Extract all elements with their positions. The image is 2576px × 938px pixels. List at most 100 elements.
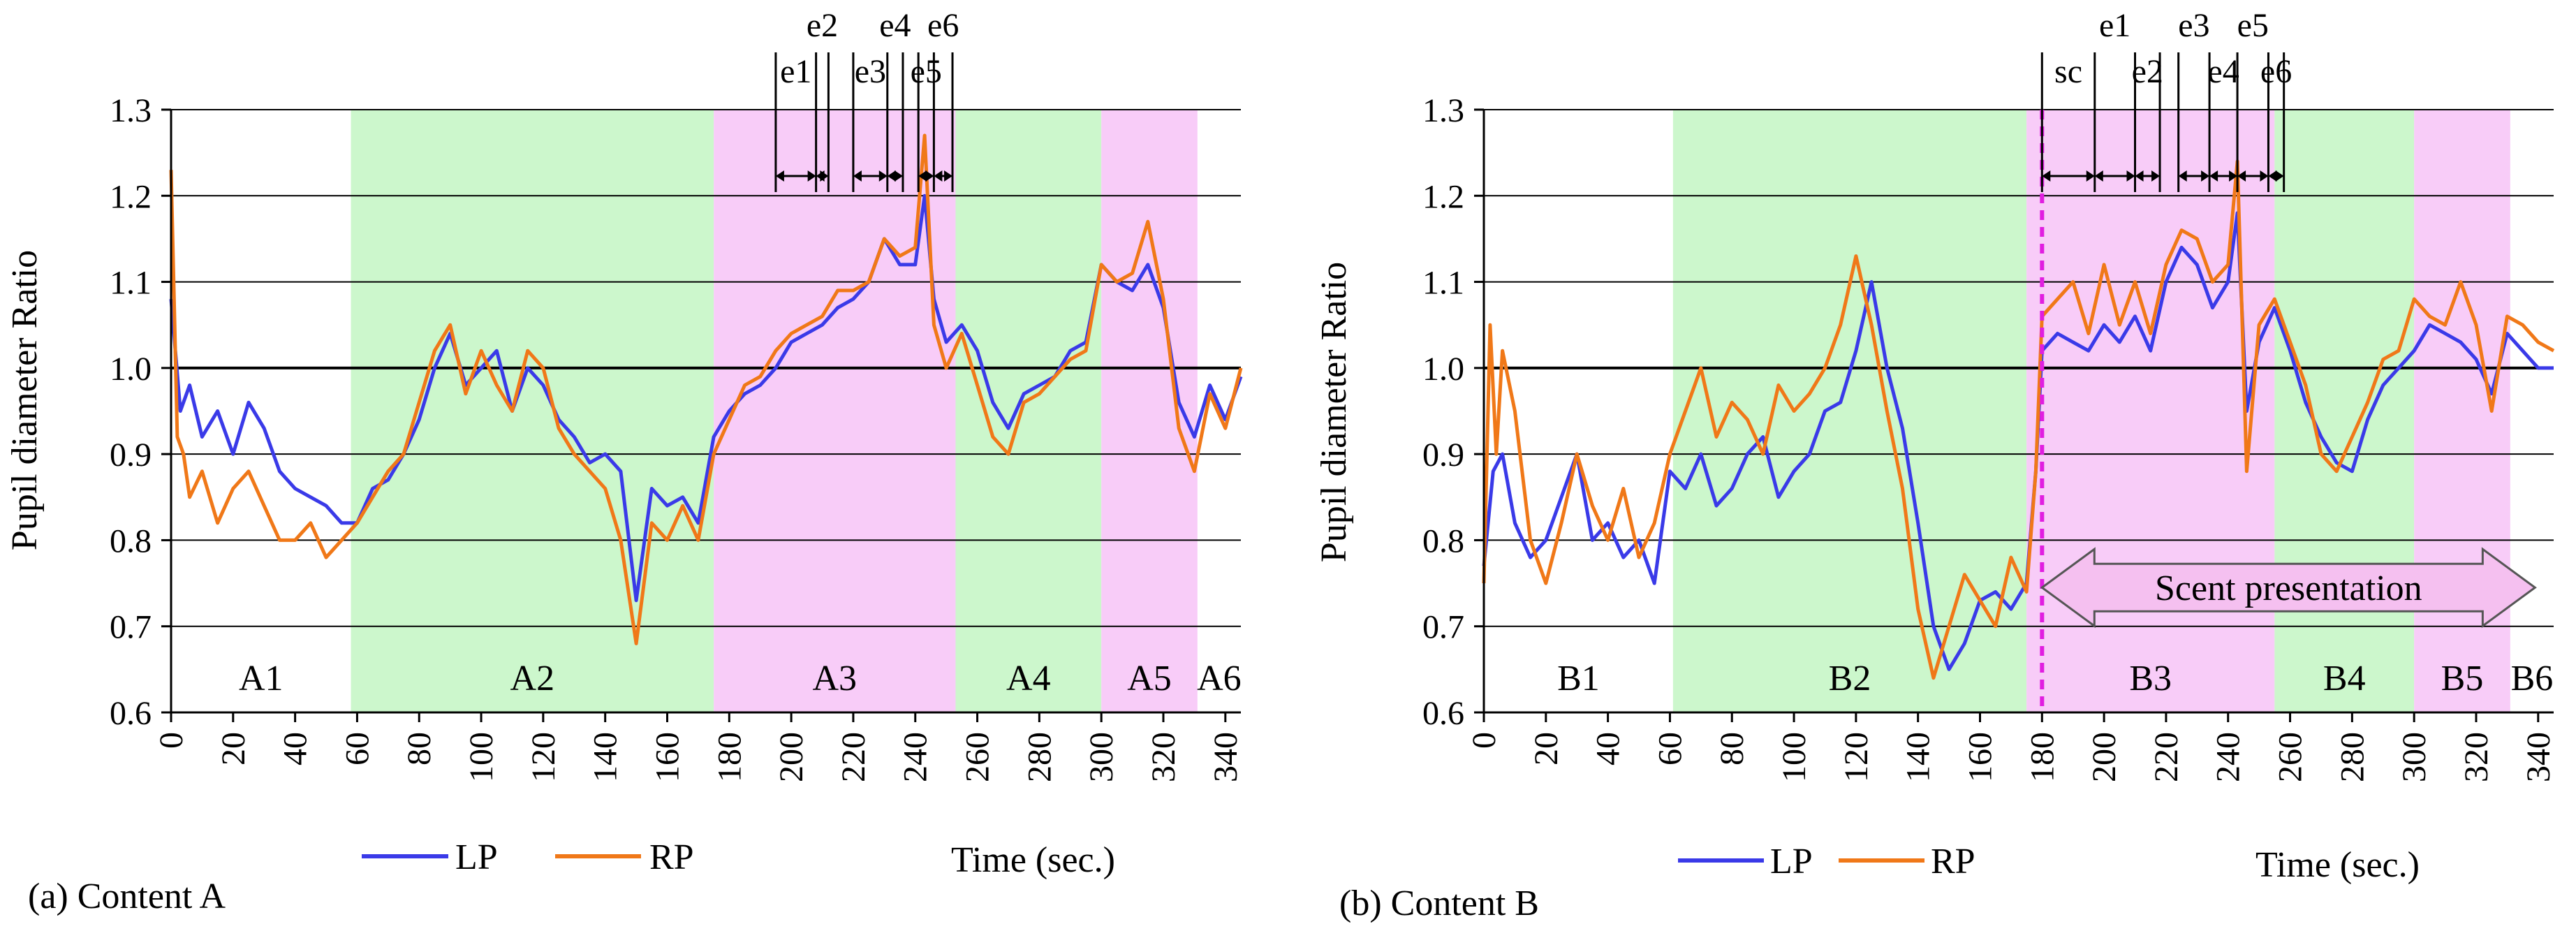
- panel-a-event-arrowhead-right-e4: [894, 170, 903, 182]
- panel-b-xtick-label-140: 140: [1900, 732, 1937, 782]
- panel-a-region-bands: [351, 110, 1198, 712]
- panel-b-event-arrowhead-left-e4: [2209, 170, 2218, 182]
- panel-b-ytick-label-0.6: 0.6: [1422, 695, 1464, 732]
- panel-a-ytick-label-0.9: 0.9: [110, 437, 152, 474]
- panel-b-region-label-b3: B3: [2129, 659, 2172, 698]
- panel-b-band-b5: [2414, 110, 2510, 712]
- panel-a-xtick-label-100: 100: [463, 732, 500, 782]
- panel-b-event-arrowhead-left-sc: [2042, 170, 2051, 182]
- panel-b-event-label-e1: e1: [2099, 7, 2130, 44]
- panel-b-scent-presentation-label: Scent presentation: [2155, 569, 2422, 608]
- panel-a-band-a4: [955, 110, 1102, 712]
- panel-a-xtick-label-20: 20: [215, 732, 252, 765]
- panel-b-xtick-label-340: 340: [2520, 732, 2557, 782]
- panel-a-caption: (a) Content A: [28, 877, 226, 916]
- panel-b-event-arrowhead-right-e6: [2275, 170, 2284, 182]
- panel-a-region-label-a1: A1: [239, 659, 284, 698]
- panel-b-ytick-labels: 0.6 0.7 0.8 0.9 1.0 1.1 1.2 1.3: [1422, 92, 1464, 732]
- panel-a-event-label-e6: e6: [927, 7, 959, 44]
- panel-a-xtick-label-120: 120: [525, 732, 562, 782]
- panel-a-event-label-e3: e3: [855, 53, 886, 90]
- panel-a-event-arrowhead-right-e2: [820, 170, 829, 182]
- panel-b-ytick-label-1.0: 1.0: [1422, 351, 1464, 388]
- panel-b-axes: [1474, 108, 2554, 722]
- panel-a-event-arrowhead-right-e5: [925, 170, 934, 182]
- panel-b-xlabel: Time (sec.): [2255, 845, 2420, 885]
- panel-a-ytick-label-0.8: 0.8: [110, 522, 152, 559]
- panel-b-ytick-label-0.9: 0.9: [1422, 437, 1464, 474]
- panel-a-xlabel: Time (sec.): [951, 840, 1115, 880]
- panel-a-event-arrowhead-right-e1: [807, 170, 816, 182]
- panel-b-ytick-label-0.8: 0.8: [1422, 522, 1464, 559]
- panel-b-xtick-label-320: 320: [2458, 732, 2495, 782]
- panel-b-ytick-label-0.7: 0.7: [1422, 609, 1464, 646]
- panel-b-xtick-labels: 0 20 40 60 80 100 120 140 160 180 200 220 240 260 280 3…: [1466, 732, 2557, 782]
- panel-b-xtick-label-40: 40: [1590, 732, 1627, 765]
- panel-a-legend: LP RP: [362, 837, 694, 877]
- panel-b-region-label-b1: B1: [1557, 659, 1600, 698]
- panel-a-xtick-label-0: 0: [153, 732, 190, 749]
- panel-b-ylabel: Pupil diameter Ratio: [1314, 262, 1354, 562]
- panel-b-chart: 0.6 0.7 0.8 0.9 1.0 1.1 1.2 1.3 0 20 40 60 80 100 120…: [1314, 7, 2557, 923]
- panel-b-region-label-b4: B4: [2323, 659, 2366, 698]
- panel-b-event-arrowhead-left-e5: [2237, 170, 2246, 182]
- panel-b-ytick-label-1.3: 1.3: [1422, 92, 1464, 129]
- panel-a-event-arrowhead-left-e4: [887, 170, 896, 182]
- panel-b-event-arrowhead-right-e5: [2260, 170, 2269, 182]
- panel-a-xtick-labels: 0 20 40 60 80 100 120 140 160 180 200 220 240 260 280 3…: [153, 732, 1244, 782]
- panel-a-series-rp-line: [169, 133, 1243, 645]
- panel-b-xtick-label-240: 240: [2210, 732, 2247, 782]
- panel-a-legend-lp-label: LP: [455, 837, 498, 877]
- panel-b-caption: (b) Content B: [1339, 884, 1539, 923]
- panel-b-band-b4: [2274, 110, 2415, 712]
- panel-b-event-label-e6: e6: [2260, 53, 2292, 90]
- panel-a-band-a2: [351, 110, 714, 712]
- panel-a-xtick-label-80: 80: [401, 732, 438, 765]
- panel-b-event-arrowhead-right-e2: [2151, 170, 2161, 182]
- panel-a-event-arrowhead-left-e1: [775, 170, 784, 182]
- panel-a-xtick-label-160: 160: [649, 732, 686, 782]
- panel-a-ytick-label-1.3: 1.3: [110, 92, 152, 129]
- panel-b-event-arrowhead-left-e6: [2268, 170, 2277, 182]
- panel-b-xtick-label-300: 300: [2396, 732, 2433, 782]
- panel-a-xtick-label-40: 40: [277, 732, 314, 765]
- panel-b-xtick-label-160: 160: [1962, 732, 1999, 782]
- panel-b-region-label-b5: B5: [2441, 659, 2484, 698]
- panel-a-region-label-a6: A6: [1197, 659, 1242, 698]
- panel-b-event-arrowhead-right-sc: [2086, 170, 2095, 182]
- panel-a-xtick-label-340: 340: [1207, 732, 1244, 782]
- panel-b-event-arrowhead-right-e4: [2229, 170, 2238, 182]
- panel-a-axes: [161, 108, 1241, 722]
- panel-b-series-rp-line: [1482, 159, 2555, 680]
- panel-b-event-label-e2: e2: [2132, 53, 2163, 90]
- panel-a-event-arrowhead-left-e5: [918, 170, 927, 182]
- panel-b-ytick-label-1.2: 1.2: [1422, 178, 1464, 215]
- panel-a-xtick-label-320: 320: [1145, 732, 1182, 782]
- panel-a-ytick-labels: 0.6 0.7 0.8 0.9 1.0 1.1 1.2 1.3: [110, 92, 152, 732]
- panel-b-xtick-label-80: 80: [1714, 732, 1751, 765]
- panel-b-event-label-e4: e4: [2207, 53, 2239, 90]
- panel-a-event-arrowhead-left-e6: [934, 170, 943, 182]
- panel-b-scent-presentation-arrow: [2040, 547, 2537, 629]
- panel-b-xtick-label-180: 180: [2024, 732, 2061, 782]
- panel-b-xtick-label-120: 120: [1838, 732, 1875, 782]
- panel-b-region-labels: B1 B2 B3 B4 B5 B6: [1557, 659, 2553, 698]
- panel-a-ytick-label-1.1: 1.1: [110, 265, 152, 302]
- panel-b-event-arrowhead-right-e1: [2126, 170, 2135, 182]
- panel-b-region-label-b6: B6: [2511, 659, 2554, 698]
- panel-a-event-label-e1: e1: [780, 53, 811, 90]
- panel-b-event-arrowhead-left-e3: [2178, 170, 2187, 182]
- panel-b-xtick-label-20: 20: [1528, 732, 1565, 765]
- panel-a-region-label-a5: A5: [1127, 659, 1172, 698]
- panel-b-gridlines: [1484, 109, 2554, 627]
- panel-a-ytick-label-1.0: 1.0: [110, 351, 152, 388]
- panel-b-legend-rp-label: RP: [1931, 842, 1975, 881]
- panel-a-series: [169, 133, 1243, 645]
- panel-b-event-arrowhead-left-e1: [2094, 170, 2103, 182]
- panel-b-xtick-label-220: 220: [2148, 732, 2185, 782]
- panel-b-ytick-label-1.1: 1.1: [1422, 265, 1464, 302]
- panel-a-ytick-label-1.2: 1.2: [110, 178, 152, 215]
- panel-b-legend-lp-label: LP: [1770, 842, 1813, 881]
